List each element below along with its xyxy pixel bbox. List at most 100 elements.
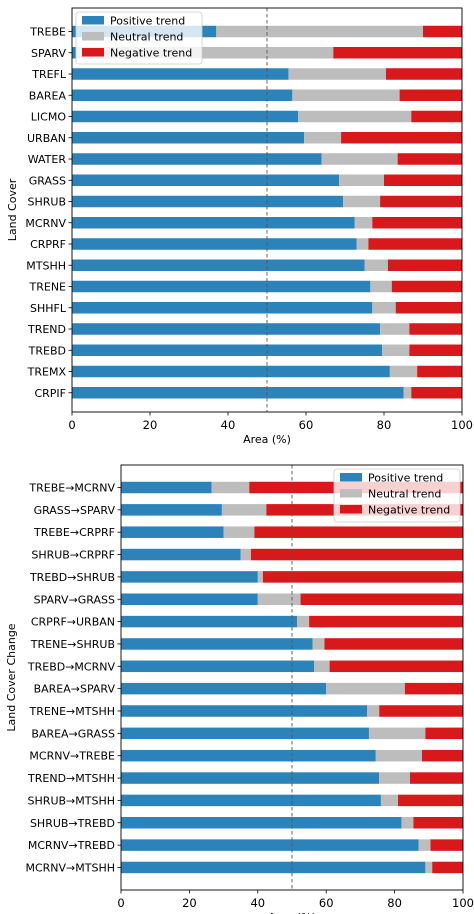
legend-swatch-neutral — [340, 489, 362, 498]
bar-neutral-16 — [418, 839, 431, 851]
bar-neutral-11 — [364, 259, 388, 271]
x-tick-label: 80 — [387, 896, 402, 910]
bar-neutral-14 — [380, 794, 399, 807]
bar-neutral-13 — [372, 302, 396, 314]
bar-negative-10 — [379, 705, 463, 717]
x-tick-label: 20 — [182, 896, 197, 910]
x-tick-label: 0 — [68, 418, 75, 432]
axes-frame — [71, 7, 463, 413]
y-tick-label: SHRUB→MTSHH — [28, 794, 115, 807]
y-tick-label: MCRNV — [25, 217, 66, 230]
bar-negative-5 — [341, 132, 462, 144]
y-tick-label: MCRNV→TREBE — [29, 750, 115, 763]
bar-positive-9 — [72, 217, 355, 229]
bar-neutral-2 — [288, 68, 386, 80]
bar-neutral-0 — [216, 25, 423, 38]
bar-neutral-9 — [354, 217, 373, 229]
bar-neutral-15 — [382, 344, 410, 356]
bar-positive-17 — [121, 861, 426, 874]
bar-positive-12 — [121, 749, 376, 762]
x-axis-label: Area (%) — [268, 911, 316, 914]
bar-neutral-2 — [223, 526, 255, 538]
y-tick-label: BAREA→GRASS — [31, 727, 115, 740]
bar-neutral-1 — [75, 47, 334, 59]
y-tick-label: TRENE→MTSHH — [29, 705, 115, 718]
x-tick-label: 40 — [250, 896, 265, 910]
y-tick-label: TREBE — [29, 26, 66, 39]
bar-positive-1 — [121, 504, 222, 516]
bar-positive-11 — [72, 259, 365, 271]
legend-label-negative: Negative trend — [368, 504, 450, 517]
x-tick-label: 60 — [299, 418, 314, 432]
bar-neutral-12 — [375, 749, 422, 762]
bar-negative-14 — [398, 794, 463, 807]
legend-box — [75, 11, 203, 65]
bar-positive-4 — [72, 110, 299, 123]
bar-positive-13 — [72, 302, 373, 314]
y-tick-label: GRASS→SPARV — [34, 504, 116, 517]
y-tick-label: TREND→MTSHH — [27, 772, 115, 785]
y-tick-label: TREND — [27, 323, 66, 336]
bar-neutral-15 — [401, 817, 414, 829]
bar-neutral-13 — [379, 772, 410, 784]
bar-negative-6 — [397, 153, 462, 165]
x-tick-label: 80 — [377, 418, 392, 432]
bar-negative-5 — [300, 593, 463, 605]
y-tick-label: TREFL — [31, 68, 67, 81]
bar-positive-14 — [72, 323, 381, 335]
land-cover-chart: TREBE SPARV TREFL BAREA LICMO URBAN WATER GRASS… — [6, 7, 473, 446]
bar-neutral-8 — [343, 195, 381, 208]
x-tick-label: 60 — [319, 896, 334, 910]
bar-positive-14 — [121, 794, 381, 807]
y-tick-label: BAREA→SPARV — [34, 683, 116, 696]
y-tick-label: GRASS — [29, 174, 66, 187]
bar-positive-16 — [72, 365, 390, 378]
bar-negative-2 — [385, 68, 462, 80]
x-tick-label: 40 — [221, 418, 236, 432]
y-tick-label: MTSHH — [26, 259, 66, 272]
y-tick-label: TREBE→MCRNV — [28, 482, 115, 495]
bar-neutral-12 — [370, 280, 392, 293]
y-tick-label: LICMO — [31, 111, 67, 124]
legend-swatch-positive — [340, 473, 362, 482]
bar-neutral-10 — [356, 238, 369, 250]
bar-neutral-8 — [314, 660, 330, 673]
legend-box — [333, 468, 461, 523]
bar-positive-15 — [121, 817, 402, 829]
bar-negative-14 — [409, 323, 462, 335]
bar-neutral-1 — [221, 504, 267, 516]
bar-positive-16 — [121, 839, 419, 851]
bar-positive-15 — [72, 344, 383, 356]
bar-negative-3 — [250, 548, 463, 561]
bar-neutral-9 — [326, 682, 405, 695]
bar-positive-6 — [121, 615, 298, 628]
legend-label-positive: Positive trend — [110, 15, 185, 28]
bar-negative-7 — [384, 174, 462, 186]
bar-negative-17 — [411, 387, 462, 399]
bar-negative-13 — [409, 772, 463, 784]
bar-negative-15 — [409, 344, 462, 356]
bar-neutral-0 — [211, 481, 250, 494]
bar-positive-8 — [121, 660, 315, 673]
bar-positive-6 — [72, 153, 322, 165]
legend-swatch-negative — [340, 505, 362, 514]
bar-positive-10 — [121, 705, 368, 717]
bar-positive-12 — [72, 280, 371, 293]
bar-negative-1 — [333, 47, 462, 59]
bar-negative-16 — [430, 839, 463, 851]
legend-swatch-neutral — [82, 32, 104, 41]
bar-positive-1 — [72, 47, 76, 59]
bar-negative-4 — [411, 110, 462, 123]
bar-negative-8 — [329, 660, 463, 673]
legend-label-neutral: Neutral trend — [110, 31, 183, 44]
bar-neutral-6 — [297, 615, 310, 628]
bar-negative-15 — [413, 817, 463, 829]
y-tick-label: TREMX — [27, 366, 67, 379]
bar-negative-6 — [309, 615, 463, 628]
legend-label-negative: Negative trend — [110, 47, 192, 60]
y-tick-label: URBAN — [27, 132, 66, 145]
bar-neutral-6 — [321, 153, 398, 165]
y-tick-label: BAREA — [29, 89, 67, 102]
bar-negative-11 — [425, 727, 463, 740]
